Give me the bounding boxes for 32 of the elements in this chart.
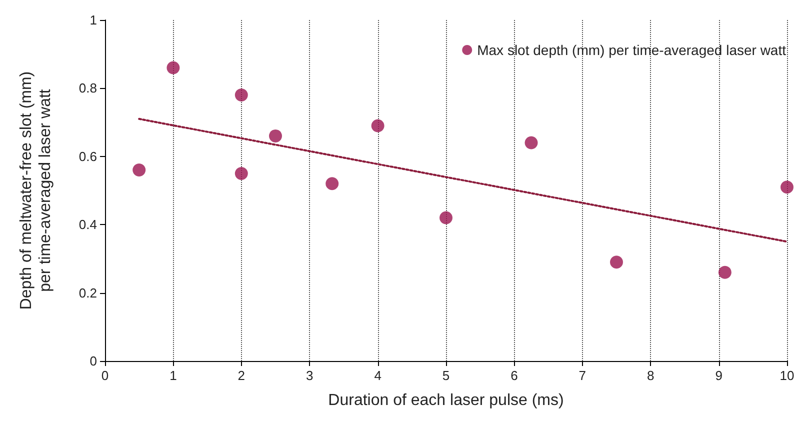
y-tick-label: 0.4: [78, 217, 97, 232]
x-tick-label: 7: [578, 368, 586, 383]
x-tick-label: 3: [306, 368, 314, 383]
point: [166, 61, 180, 74]
point: [780, 180, 794, 194]
y-tick-label: 0.2: [78, 285, 97, 300]
x-tick-label: 10: [780, 368, 794, 383]
point: [718, 266, 732, 279]
point: [234, 166, 248, 180]
legend-label: Max slot depth (mm) per time-averaged laser watt: [477, 42, 786, 58]
y-tick-label: 0: [90, 354, 97, 368]
x-tick-label: 9: [715, 368, 722, 383]
x-tick-label: 5: [442, 368, 450, 383]
point: [326, 177, 339, 190]
y-axis-title: Depth of meltwater-free slot (mm) per time-averaged laser watt: [18, 71, 54, 310]
point: [610, 256, 623, 269]
x-tick-label: 6: [510, 368, 518, 383]
x-tick-label: 8: [646, 368, 654, 383]
point: [234, 88, 248, 102]
y-tick-label: 0.8: [78, 80, 97, 96]
point: [371, 119, 384, 132]
y-tick-label: 0.6: [78, 148, 97, 164]
x-tick-label: 2: [238, 368, 246, 383]
y-tick-label: 1: [90, 12, 97, 28]
point: [524, 136, 538, 150]
point: [440, 211, 452, 224]
x-tick-label: 0: [101, 368, 109, 383]
x-tick-label: 4: [374, 368, 382, 383]
point: [269, 129, 282, 142]
x-axis-title: Duration of each laser pulse (ms): [328, 392, 564, 409]
point: [132, 164, 146, 177]
x-tick-label: 1: [170, 368, 177, 383]
